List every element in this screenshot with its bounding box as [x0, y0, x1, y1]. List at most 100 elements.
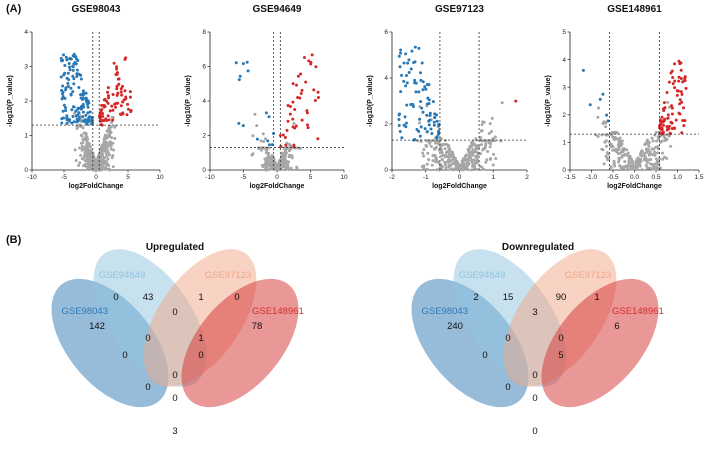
point-down	[407, 71, 411, 75]
x-tick-label: -10	[27, 174, 37, 181]
y-tick-label: 5	[562, 29, 566, 36]
point-up	[283, 136, 287, 140]
venn-count: 3	[172, 426, 177, 437]
point-ns	[462, 161, 466, 165]
point-down	[424, 87, 428, 91]
point-ns	[494, 156, 498, 160]
point-ns	[500, 101, 504, 105]
point-ns	[613, 164, 617, 168]
point-ns	[666, 100, 670, 104]
point-ns	[612, 159, 616, 163]
point-down	[72, 77, 76, 81]
point-down	[64, 88, 68, 92]
point-ns	[627, 158, 631, 162]
point-ns	[105, 154, 109, 158]
point-ns	[99, 168, 103, 172]
point-down	[63, 64, 67, 68]
point-down	[79, 77, 83, 81]
point-ns	[645, 166, 649, 170]
point-up	[676, 89, 680, 93]
point-ns	[654, 130, 658, 134]
point-down	[432, 120, 436, 124]
point-up	[286, 103, 290, 107]
point-ns	[450, 162, 454, 166]
point-down	[404, 73, 408, 77]
point-up	[674, 118, 678, 122]
point-down	[405, 81, 409, 85]
point-ns	[285, 167, 289, 171]
point-down	[76, 113, 80, 117]
venn-downregulated: Downregulated GSE98043 GSE94649 GSE97123 GS…	[411, 242, 664, 437]
point-down	[77, 115, 81, 119]
point-ns	[251, 134, 255, 138]
point-ns	[80, 144, 84, 148]
point-ns	[283, 147, 287, 151]
point-ns	[422, 148, 426, 152]
point-ns	[100, 164, 104, 168]
point-up	[665, 128, 669, 132]
point-down	[581, 68, 585, 72]
point-down	[402, 61, 406, 65]
point-up	[118, 112, 122, 116]
point-ns	[266, 151, 270, 155]
point-ns	[93, 168, 97, 172]
venn-set-label: GSE148961	[612, 306, 664, 317]
point-down	[79, 93, 83, 97]
point-ns	[290, 154, 294, 158]
y-tick-label: 2	[384, 121, 388, 128]
point-up	[677, 111, 681, 115]
point-up	[292, 143, 296, 147]
point-down	[64, 55, 68, 59]
point-down	[237, 121, 241, 125]
point-up	[312, 88, 316, 92]
point-ns	[102, 140, 106, 144]
point-ns	[439, 137, 443, 141]
point-down	[60, 121, 64, 125]
point-ns	[626, 168, 630, 172]
volcano-plot: GSE148961 0 1 2 3 4 5 -1.5 -1.0 -0.5 0.0 0.5 1.0 1.5 l…	[545, 4, 704, 190]
point-ns	[257, 146, 261, 150]
point-ns	[469, 150, 473, 154]
point-down	[78, 106, 82, 110]
point-down	[81, 102, 85, 106]
point-up	[314, 65, 318, 69]
venn-count: 1	[594, 292, 599, 303]
x-tick-label: 0	[94, 174, 98, 181]
point-up	[115, 65, 119, 69]
point-ns	[79, 153, 83, 157]
point-up	[119, 90, 123, 94]
point-ns	[482, 120, 486, 124]
point-ns	[281, 155, 285, 159]
point-ns	[264, 137, 268, 141]
point-up	[306, 123, 310, 127]
point-up	[288, 104, 292, 108]
point-down	[69, 86, 73, 90]
point-down	[267, 143, 271, 147]
point-up	[294, 124, 298, 128]
y-tick-label: 0	[384, 167, 388, 174]
venn-set-label: GSE94649	[459, 270, 505, 281]
y-tick-label: 2	[202, 133, 206, 140]
point-up	[658, 124, 662, 128]
point-ns	[617, 146, 621, 150]
point-ns	[416, 139, 420, 143]
point-up	[305, 109, 309, 113]
point-up	[285, 128, 289, 132]
point-ns	[612, 131, 616, 135]
point-up	[677, 79, 681, 83]
point-ns	[491, 163, 495, 167]
point-ns	[434, 145, 438, 149]
point-down	[65, 58, 69, 62]
point-up	[683, 119, 687, 123]
point-up	[679, 76, 683, 80]
point-ns	[479, 136, 483, 140]
venn-count: 43	[143, 292, 154, 303]
point-up	[100, 103, 104, 107]
point-down	[88, 110, 92, 114]
point-up	[660, 115, 664, 119]
y-tick-label: 0	[24, 167, 28, 174]
point-down	[430, 131, 434, 135]
panel-a-label: (A)	[6, 3, 22, 15]
venn-set	[411, 278, 529, 408]
point-down	[437, 132, 441, 136]
